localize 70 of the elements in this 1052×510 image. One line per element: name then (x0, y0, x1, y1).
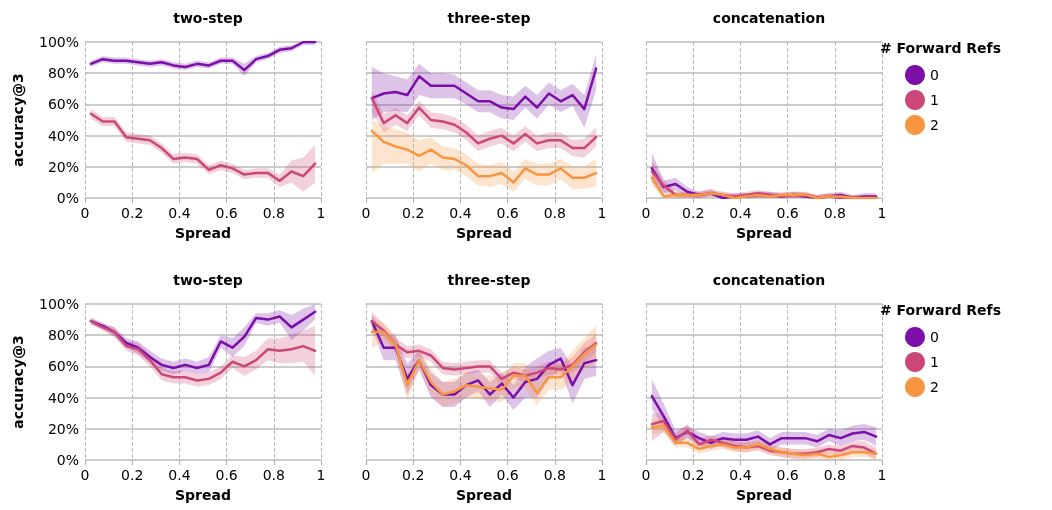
y-tick-label: 100% (38, 296, 79, 312)
x-tick-label: 0.2 (682, 205, 705, 221)
x-tick-label: 0.6 (496, 467, 519, 483)
x-tick-label: 0.6 (215, 467, 238, 483)
y-axis-title: accuracy@3 (10, 335, 26, 429)
y-tick-label: 20% (47, 420, 79, 437)
x-tick-label: 0.8 (543, 205, 566, 221)
x-tick-label: 0.2 (402, 205, 425, 221)
x-tick-label: 1 (597, 467, 607, 483)
x-tick-label: 0 (361, 467, 371, 483)
x-tick-label: 0.2 (121, 467, 144, 483)
x-axis-title: Spread (736, 487, 792, 503)
y-tick-label: 80% (47, 65, 79, 82)
x-tick-label: 0.2 (402, 467, 425, 483)
chart-title: three-step (447, 272, 531, 288)
x-tick-label: 0.6 (215, 205, 238, 221)
x-tick-label: 0.4 (168, 467, 191, 483)
x-tick-label: 0.4 (449, 467, 472, 483)
x-tick-label: 1 (877, 205, 887, 221)
x-tick-label: 0.8 (823, 467, 846, 483)
y-tick-label: 40% (47, 389, 79, 406)
chart-title: concatenation (712, 10, 826, 26)
x-tick-label: 0.8 (262, 205, 285, 221)
x-tick-label: 0.4 (729, 205, 752, 221)
legend-label: 2 (930, 117, 939, 133)
y-axis-title: accuracy@3 (10, 73, 26, 167)
y-tick-label: 60% (47, 96, 79, 113)
y-tick-label: 20% (47, 158, 79, 175)
chart-title: three-step (447, 10, 531, 26)
x-tick-label: 0.4 (449, 205, 472, 221)
legend-label: 1 (930, 354, 939, 370)
x-tick-label: 1 (597, 205, 607, 221)
chart-title: concatenation (712, 272, 826, 288)
legend-label: 0 (930, 329, 939, 345)
x-tick-label: 0 (641, 467, 651, 483)
x-tick-label: 0.6 (776, 205, 799, 221)
x-tick-label: 0.6 (776, 467, 799, 483)
y-tick-label: 60% (47, 358, 79, 375)
legend-title: # Forward Refs (880, 302, 1002, 318)
x-tick-label: 0.2 (682, 467, 705, 483)
x-tick-label: 0 (641, 205, 651, 221)
x-tick-label: 0.8 (262, 467, 285, 483)
x-tick-label: 0.2 (121, 205, 144, 221)
y-tick-label: 0% (56, 452, 79, 468)
chart-title: two-step (173, 272, 243, 288)
x-tick-label: 0.4 (168, 205, 191, 221)
chart-title: two-step (173, 10, 243, 26)
legend-title: # Forward Refs (880, 40, 1002, 56)
y-tick-label: 80% (47, 327, 79, 344)
x-tick-label: 1 (316, 467, 326, 483)
x-axis-title: Spread (456, 225, 512, 241)
legend-label: 0 (930, 67, 939, 83)
x-tick-label: 1 (877, 467, 887, 483)
y-tick-label: 100% (38, 34, 79, 50)
y-tick-label: 40% (47, 127, 79, 144)
x-axis-title: Spread (175, 225, 231, 241)
x-axis-title: Spread (456, 487, 512, 503)
x-tick-label: 0 (80, 467, 90, 483)
x-tick-label: 0.6 (496, 205, 519, 221)
legend-label: 1 (930, 92, 939, 108)
x-tick-label: 0.8 (543, 467, 566, 483)
x-axis-title: Spread (736, 225, 792, 241)
x-axis-title: Spread (175, 487, 231, 503)
x-tick-label: 0 (80, 205, 90, 221)
x-tick-label: 0.8 (823, 205, 846, 221)
x-tick-label: 1 (316, 205, 326, 221)
y-tick-label: 0% (56, 190, 79, 206)
x-tick-label: 0 (361, 205, 371, 221)
x-tick-label: 0.4 (729, 467, 752, 483)
legend-label: 2 (930, 379, 939, 395)
